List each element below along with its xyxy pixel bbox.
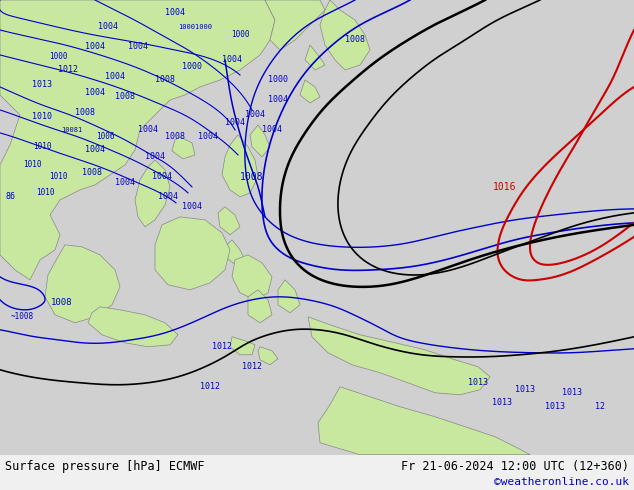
Polygon shape <box>222 135 258 197</box>
Text: 1004: 1004 <box>115 178 135 187</box>
Text: 1004: 1004 <box>225 119 245 127</box>
Polygon shape <box>318 387 530 455</box>
Polygon shape <box>155 217 230 290</box>
Polygon shape <box>0 0 275 280</box>
Polygon shape <box>172 137 195 159</box>
Text: 10081: 10081 <box>61 127 82 133</box>
Text: 1004: 1004 <box>138 125 158 134</box>
Text: 1008: 1008 <box>165 132 185 142</box>
Text: 1004: 1004 <box>145 152 165 161</box>
Polygon shape <box>230 337 255 355</box>
Text: 1013: 1013 <box>545 402 565 411</box>
Text: 12: 12 <box>595 402 605 411</box>
Text: 1004: 1004 <box>105 73 125 81</box>
Text: 1013: 1013 <box>515 385 535 394</box>
Text: 1004: 1004 <box>262 125 282 134</box>
Text: 1008: 1008 <box>240 172 264 182</box>
Text: 1000: 1000 <box>268 75 288 84</box>
Text: 1010: 1010 <box>23 160 41 170</box>
Polygon shape <box>248 290 272 323</box>
Text: 1008: 1008 <box>75 108 95 118</box>
Polygon shape <box>265 0 325 50</box>
Text: 1000: 1000 <box>49 52 67 61</box>
Text: 1010: 1010 <box>49 172 67 181</box>
Text: Fr 21-06-2024 12:00 UTC (12+360): Fr 21-06-2024 12:00 UTC (12+360) <box>401 460 629 473</box>
Polygon shape <box>250 125 270 157</box>
Text: 1012: 1012 <box>242 362 262 371</box>
Polygon shape <box>88 307 178 347</box>
Text: 1008: 1008 <box>345 35 365 45</box>
Text: 10001000: 10001000 <box>178 24 212 30</box>
Polygon shape <box>300 80 320 103</box>
Text: 1013: 1013 <box>562 388 582 397</box>
Text: 1012: 1012 <box>212 343 232 351</box>
Text: 1013: 1013 <box>32 80 52 90</box>
Text: 1004: 1004 <box>128 43 148 51</box>
Text: 1004: 1004 <box>198 132 218 142</box>
Text: 1004: 1004 <box>222 55 242 65</box>
Text: Surface pressure [hPa] ECMWF: Surface pressure [hPa] ECMWF <box>5 460 205 473</box>
Text: 1013: 1013 <box>492 398 512 407</box>
Polygon shape <box>218 207 240 235</box>
Polygon shape <box>308 317 490 395</box>
Polygon shape <box>278 280 300 313</box>
Text: 1006: 1006 <box>96 132 114 142</box>
Text: 1000: 1000 <box>231 30 249 40</box>
Text: 1000: 1000 <box>182 62 202 72</box>
Text: 1004: 1004 <box>98 23 118 31</box>
Polygon shape <box>225 240 245 267</box>
Text: 1008: 1008 <box>115 93 135 101</box>
Text: 1004: 1004 <box>85 146 105 154</box>
Text: 1012: 1012 <box>200 382 220 391</box>
Text: 1004: 1004 <box>85 88 105 98</box>
Text: 86: 86 <box>5 193 15 201</box>
Text: 1004: 1004 <box>85 43 105 51</box>
Text: 1004: 1004 <box>165 8 185 18</box>
Text: 1008: 1008 <box>155 75 175 84</box>
Text: 1004: 1004 <box>152 172 172 181</box>
Text: 1010: 1010 <box>36 188 55 197</box>
Text: 1004: 1004 <box>182 202 202 211</box>
Polygon shape <box>305 45 325 70</box>
Text: 1004: 1004 <box>268 96 288 104</box>
Text: 1010: 1010 <box>33 143 51 151</box>
Text: 1008: 1008 <box>51 298 73 307</box>
Polygon shape <box>232 255 272 300</box>
Text: ©weatheronline.co.uk: ©weatheronline.co.uk <box>494 477 629 487</box>
Text: ~1008: ~1008 <box>10 312 34 321</box>
Text: 1013: 1013 <box>468 378 488 387</box>
Polygon shape <box>45 245 120 323</box>
Text: 1008: 1008 <box>82 169 102 177</box>
Text: 1012: 1012 <box>58 66 78 74</box>
Text: 1016: 1016 <box>493 182 517 192</box>
Polygon shape <box>258 347 278 365</box>
Text: 1004: 1004 <box>245 110 265 120</box>
Text: 1010: 1010 <box>32 112 52 122</box>
Polygon shape <box>320 0 370 70</box>
Text: 1004: 1004 <box>158 193 178 201</box>
Polygon shape <box>135 160 170 227</box>
